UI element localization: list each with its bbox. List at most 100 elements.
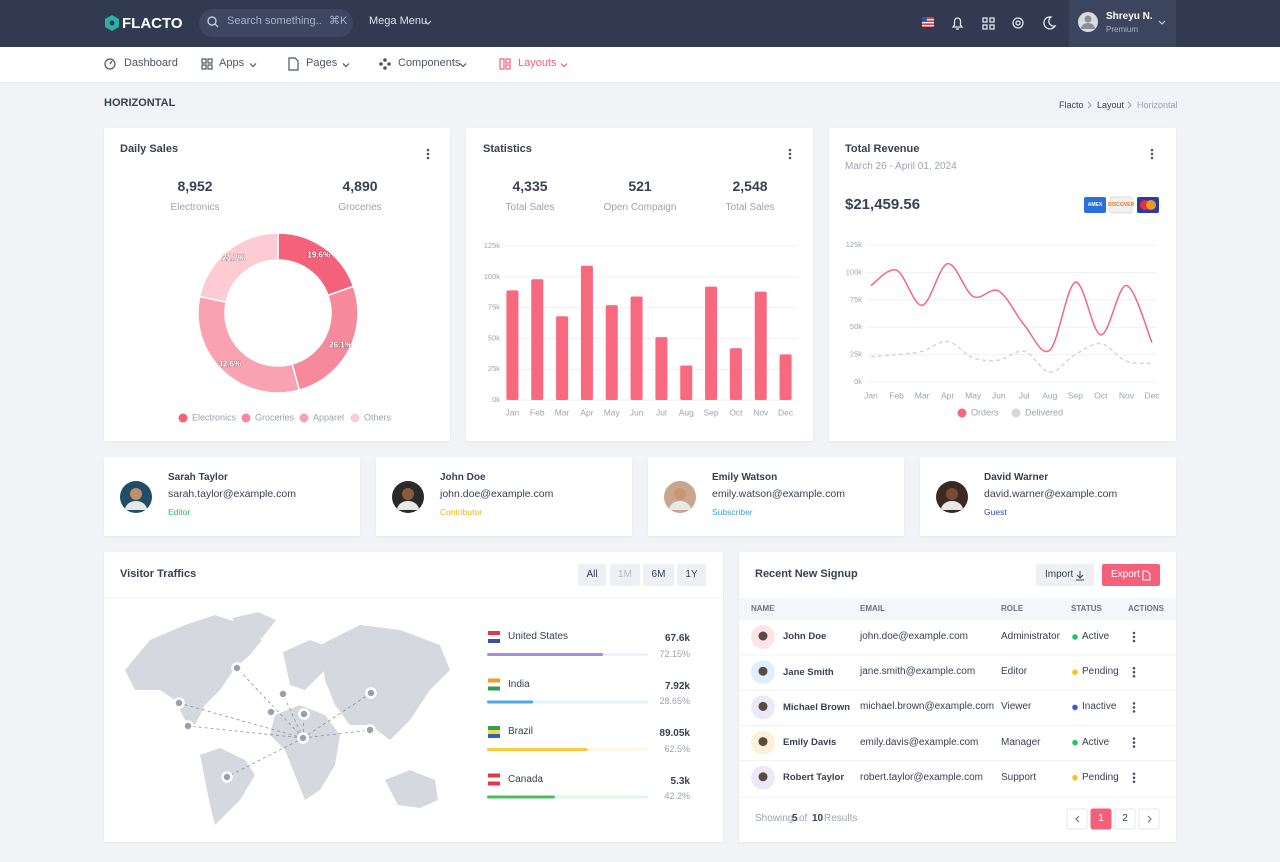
country-value: 89.05k [659, 728, 690, 739]
kebab[interactable] [426, 148, 1154, 160]
tab[interactable] [578, 564, 606, 586]
chevron [1158, 20, 1166, 25]
user-email: jane.smith@example.com [860, 666, 976, 678]
profile-email: david.warner@example.com [984, 487, 1118, 500]
profile-role: Editor [168, 507, 191, 518]
page-button[interactable] [1066, 808, 1088, 830]
profile-name: Sarah Taylor [168, 472, 228, 483]
stat-value: 4,890 [342, 178, 378, 195]
country-name: Canada [508, 773, 544, 785]
footer-text: 5 [792, 813, 798, 824]
kebab-dot [1132, 631, 1136, 635]
x-tick-label: Aug [1042, 390, 1057, 400]
nav-item[interactable]: Apps [219, 57, 245, 70]
flag-icon[interactable] [922, 17, 934, 27]
data-label: 26.1% [329, 341, 352, 350]
button-label[interactable]: Export [1111, 569, 1140, 580]
breadcrumb-item[interactable]: Flacto [1059, 99, 1084, 110]
country-name: Brazil [508, 726, 534, 737]
card-title: Visitor Traffics [120, 568, 197, 581]
tab-label[interactable]: 1Y [685, 569, 698, 580]
country-value: 7.92k [664, 680, 690, 692]
search-box[interactable] [199, 9, 353, 37]
profile-email: emily.watson@example.com [712, 487, 846, 500]
avatar-face [758, 737, 768, 747]
avatar-face [402, 488, 414, 500]
mega-menu[interactable]: Mega Menu [369, 15, 428, 28]
tab[interactable] [643, 564, 674, 586]
download-icon [1076, 571, 1084, 581]
search-placeholder: Search something.. [227, 15, 322, 28]
breadcrumb-item[interactable]: Layout [1097, 99, 1125, 110]
apps-nav-icon [201, 58, 213, 70]
y-tick-label: 50k [488, 333, 500, 342]
user-status: Active [1082, 631, 1110, 642]
legend-swatch [1011, 408, 1021, 418]
tab[interactable] [610, 564, 640, 586]
chevron [1127, 101, 1132, 109]
moon-icon[interactable] [1043, 16, 1057, 30]
card-brand: AMEX [1087, 201, 1103, 208]
nav-item[interactable]: Components [398, 57, 461, 70]
x-tick-label: Jan [864, 390, 878, 400]
y-tick-label: 0k [854, 377, 862, 386]
nav-item[interactable]: Dashboard [124, 57, 178, 70]
page-number[interactable]: 1 [1098, 813, 1104, 824]
tab[interactable] [677, 564, 706, 586]
bell-icon[interactable] [951, 17, 964, 30]
brand: FLACTO [122, 14, 183, 32]
legend-label: Apparel [313, 412, 344, 422]
bar [630, 296, 643, 400]
pages-icon [288, 57, 299, 71]
tab-label[interactable]: 1M [618, 569, 632, 580]
profile-name: John Doe [440, 472, 486, 483]
search-shortcut: ⌘K [329, 15, 348, 28]
user-name: Shreyu N. [1106, 11, 1153, 22]
x-tick-label: Aug [679, 407, 694, 417]
kebab-dot [1132, 741, 1136, 744]
nav-item[interactable]: Pages [306, 57, 338, 70]
legend-swatch [350, 413, 360, 423]
column-header: STATUS [1071, 604, 1102, 614]
profile-name: David Warner [984, 472, 1049, 483]
y-tick-label: 75k [488, 303, 500, 312]
nav-item[interactable]: Layouts [518, 57, 557, 70]
page-button[interactable] [1090, 808, 1112, 830]
user-name: John Doe [783, 631, 827, 643]
page-button[interactable] [1138, 808, 1160, 830]
bar [655, 337, 668, 400]
tab-label[interactable]: 6M [651, 569, 666, 580]
page-number[interactable]: 2 [1122, 813, 1128, 824]
tab-label[interactable]: All [586, 569, 598, 580]
avatar-body [125, 501, 147, 510]
stat-label: Open Compaign [603, 202, 677, 213]
country-share: 72.15% [659, 648, 690, 659]
button-label[interactable]: Import [1045, 569, 1074, 580]
flag-part [488, 773, 500, 778]
card-title: Total Revenue [845, 143, 920, 156]
x-tick-label: Dec [778, 407, 794, 417]
prev-arrow [1075, 815, 1080, 823]
user-name: Jane Smith [783, 666, 834, 678]
bar [580, 265, 593, 400]
logo-icon [105, 15, 119, 31]
y-tick-label: 0k [492, 395, 500, 404]
x-tick-label: Mar [555, 407, 570, 417]
page-button[interactable] [1114, 808, 1136, 830]
bar [556, 316, 569, 400]
settings-icon[interactable] [1012, 17, 1024, 29]
kebab-dot [1132, 737, 1136, 740]
user-role: Support [1001, 771, 1037, 783]
x-tick-label: Jan [506, 407, 520, 417]
kebab-dot [1132, 745, 1136, 748]
flag-part [488, 686, 500, 691]
user-email: robert.taylor@example.com [860, 771, 983, 783]
country-name: United States [508, 631, 569, 642]
map-routes [178, 667, 372, 778]
footer-text: Showing [755, 813, 794, 824]
apps-icon[interactable] [982, 17, 995, 30]
navbar [0, 47, 1280, 82]
avatar-face [674, 488, 686, 500]
column-header: NAME [751, 604, 775, 614]
